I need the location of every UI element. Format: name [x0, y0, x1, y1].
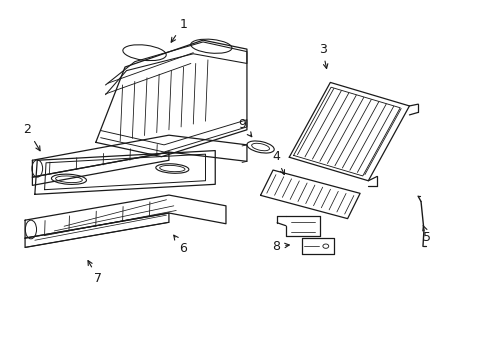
Text: 7: 7	[88, 261, 102, 285]
Text: 9: 9	[238, 118, 251, 137]
Text: 4: 4	[272, 150, 284, 175]
Text: 3: 3	[318, 42, 327, 68]
Text: 2: 2	[23, 123, 40, 151]
Text: 5: 5	[422, 225, 430, 244]
Text: 8: 8	[272, 240, 289, 253]
Text: 1: 1	[171, 18, 187, 42]
Text: 6: 6	[173, 235, 187, 255]
